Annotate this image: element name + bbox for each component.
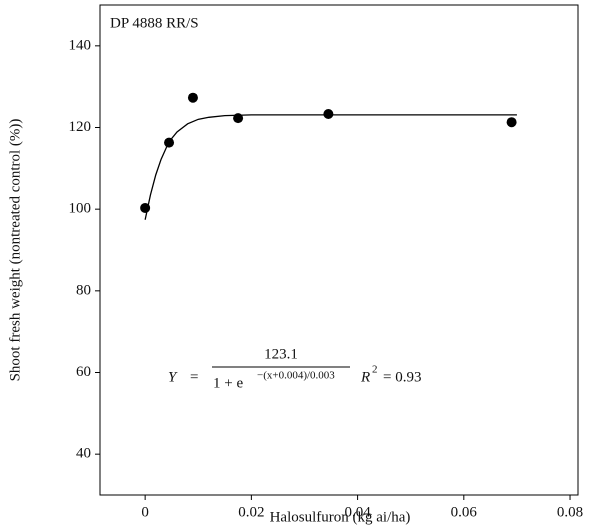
r-label: R [360, 369, 370, 385]
data-point [233, 113, 244, 124]
fit-curve [144, 114, 517, 220]
equation-numerator: 123.1 [264, 346, 298, 362]
plot-frame [99, 4, 579, 496]
chart-title: DP 4888 RR/S [110, 15, 199, 31]
equation-exponent: −(x+0.004)/0.003 [257, 370, 335, 382]
equation-denominator: 1 + e [213, 375, 243, 391]
x-tick-label: 0 [141, 504, 149, 520]
r-superscript: 2 [372, 364, 378, 376]
data-point [506, 117, 517, 128]
data-point [323, 109, 334, 120]
equation-equals: = [190, 369, 198, 385]
y-tick-label: 140 [69, 37, 92, 53]
equation-lhs: Y [168, 369, 178, 385]
x-tick-label: 0.02 [238, 504, 264, 520]
x-tick-label: 0.06 [451, 504, 478, 520]
r-value: = 0.93 [383, 369, 421, 385]
x-axis-label: Halosulfuron (kg ai/ha) [270, 509, 411, 525]
y-tick-label: 60 [76, 364, 91, 380]
data-point [140, 202, 151, 213]
y-tick-label: 120 [69, 119, 92, 135]
y-axis-label: Shoot fresh weight (nontreated control (… [7, 119, 23, 382]
equation: Y = 123.1 1 + e −(x+0.004)/0.003 R 2 = 0… [168, 346, 421, 391]
data-point [187, 92, 198, 103]
y-tick-label: 100 [69, 201, 92, 217]
y-tick-label: 80 [76, 282, 91, 298]
data-point [164, 137, 175, 148]
y-tick-label: 40 [76, 446, 91, 462]
x-tick-label: 0.04 [344, 504, 371, 520]
x-tick-label: 0.08 [557, 504, 583, 520]
